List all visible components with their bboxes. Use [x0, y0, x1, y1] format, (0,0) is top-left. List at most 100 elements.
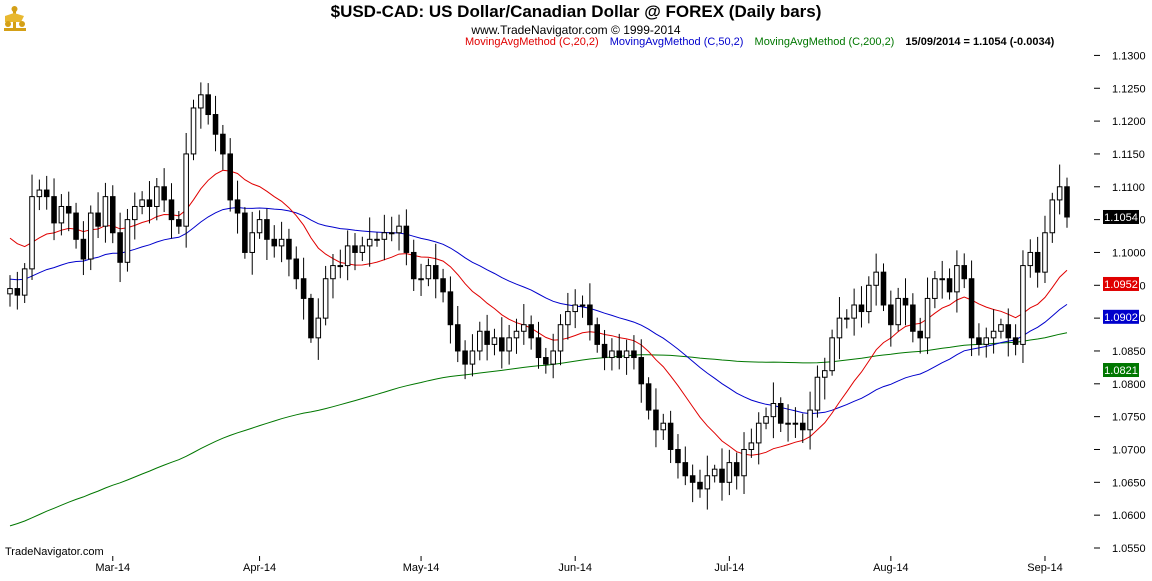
- candle-body: [58, 205, 65, 224]
- candle-body: [1027, 251, 1034, 267]
- ma50-path: [9, 206, 1068, 415]
- candle-body: [506, 337, 512, 352]
- candles: [7, 82, 1070, 510]
- candle-body: [543, 357, 549, 365]
- candle-body: [484, 330, 490, 345]
- candle-body: [359, 245, 366, 253]
- legend-ma50: MovingAvgMethod (C,50,2): [609, 36, 744, 48]
- price-tag: [1103, 276, 1139, 291]
- y-tick-label: 1.0600: [1112, 510, 1146, 522]
- candle-body: [1049, 199, 1056, 234]
- candle-body: [675, 448, 681, 464]
- candle-body: [601, 343, 608, 359]
- candle-body: [939, 278, 945, 281]
- candle-body: [902, 297, 909, 306]
- candle-body: [403, 225, 410, 253]
- candle-body: [638, 357, 645, 385]
- candle-body: [990, 330, 997, 339]
- candle-body: [660, 422, 667, 431]
- candle-body: [286, 238, 292, 260]
- candle-body: [337, 265, 344, 268]
- price-tag: [1103, 309, 1139, 324]
- price-tags: 1.1054 1.0952 1.0902 1.0821: [1103, 209, 1139, 378]
- candle-body: [976, 337, 982, 345]
- candle-body: [917, 330, 923, 339]
- candle-body: [425, 265, 432, 280]
- candle-body: [565, 311, 571, 326]
- candle-body: [645, 383, 652, 411]
- candle-body: [535, 337, 542, 359]
- candle-body: [755, 422, 762, 444]
- candle-body: [366, 238, 373, 247]
- y-tick-label: 1.0650: [1112, 477, 1146, 489]
- candle-body: [667, 422, 674, 450]
- candle-body: [454, 324, 461, 352]
- candle-body: [888, 304, 894, 326]
- candle-body: [418, 278, 424, 281]
- candle-body: [161, 186, 167, 201]
- candle-body: [132, 205, 138, 221]
- x-tick-label: Aug-14: [873, 562, 908, 574]
- candle-body: [43, 189, 50, 198]
- y-axis: 1.0550 1.0600 1.0650 1.0700 1.0750 1.0800 1.08…: [1094, 50, 1146, 555]
- candle-body: [1042, 232, 1048, 273]
- candle-body: [895, 297, 901, 326]
- candle-body: [653, 409, 659, 431]
- candle-body: [65, 205, 72, 214]
- candle-body: [1012, 337, 1019, 345]
- candle-body: [704, 475, 711, 490]
- candle-body: [829, 337, 835, 372]
- x-axis: Mar-14 Apr-14 May-14 Jun-14 Jul-14 Aug-14 Sep-…: [95, 556, 1063, 574]
- candle-body: [682, 462, 689, 477]
- price-tag-label: 1.1054: [1104, 212, 1138, 224]
- candle-body: [388, 232, 395, 235]
- candle-body: [513, 330, 520, 339]
- candle-body: [579, 304, 586, 307]
- candle-body: [572, 304, 578, 313]
- candle-body: [7, 288, 13, 295]
- candle-body: [440, 278, 446, 293]
- candle-body: [322, 278, 329, 319]
- candle-body: [227, 153, 233, 201]
- candle-body: [550, 350, 556, 365]
- candle-body: [176, 219, 182, 227]
- candle-body: [264, 219, 270, 240]
- candle-body: [983, 337, 990, 345]
- candle-body: [1005, 324, 1012, 339]
- y-tick-label: 1.0550: [1112, 543, 1146, 555]
- candle-body: [954, 265, 960, 293]
- x-tick-label: Jun-14: [558, 562, 592, 574]
- candle-body: [836, 317, 843, 339]
- candle-body: [491, 337, 498, 345]
- candle-body: [190, 107, 197, 155]
- y-tick-label: 1.1150: [1112, 149, 1145, 161]
- candle-body: [146, 199, 153, 207]
- candle-body: [1034, 251, 1041, 273]
- candle-body: [396, 225, 402, 234]
- price-tag-label: 1.0902: [1104, 312, 1138, 324]
- candle-body: [256, 219, 263, 234]
- chart-title: $USD-CAD: US Dollar/Canadian Dollar @ FO…: [330, 2, 822, 21]
- candle-body: [998, 324, 1004, 332]
- candle-body: [36, 189, 43, 198]
- candle-body: [410, 251, 417, 280]
- candle-body: [308, 297, 314, 339]
- candle-body: [785, 422, 791, 425]
- candle-body: [315, 317, 322, 339]
- candle-body: [374, 238, 380, 241]
- candle-body: [719, 468, 725, 483]
- candle-body: [21, 268, 28, 296]
- candle-body: [198, 94, 204, 109]
- candle-body: [447, 291, 454, 326]
- price-tag-label: 1.0821: [1104, 365, 1138, 377]
- candle-body: [469, 350, 476, 365]
- candle-body: [844, 317, 850, 320]
- candle-body: [139, 199, 145, 207]
- legend-last-price: 15/09/2014 = 1.1054 (-0.0034): [905, 36, 1055, 48]
- legend-ma200: MovingAvgMethod (C,200,2): [754, 36, 895, 48]
- y-tick-label: 1.1300: [1112, 50, 1146, 62]
- candle-body: [711, 468, 718, 477]
- candle-body: [73, 212, 79, 240]
- candle-body: [220, 133, 226, 155]
